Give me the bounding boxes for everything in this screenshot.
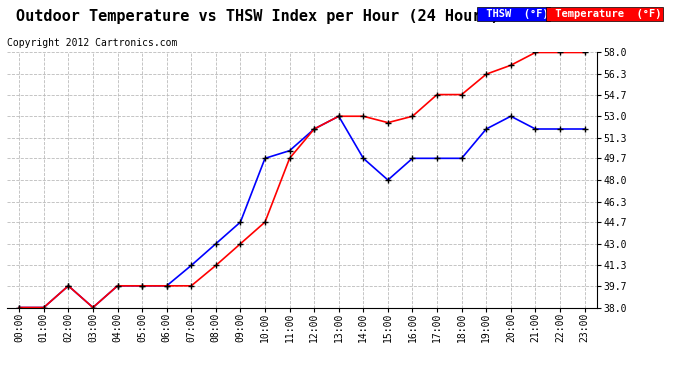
Text: Outdoor Temperature vs THSW Index per Hour (24 Hours)  20121201: Outdoor Temperature vs THSW Index per Ho… [16,9,591,24]
Text: Copyright 2012 Cartronics.com: Copyright 2012 Cartronics.com [7,38,177,48]
Text: Temperature  (°F): Temperature (°F) [549,9,661,20]
Text: THSW  (°F): THSW (°F) [480,9,549,20]
